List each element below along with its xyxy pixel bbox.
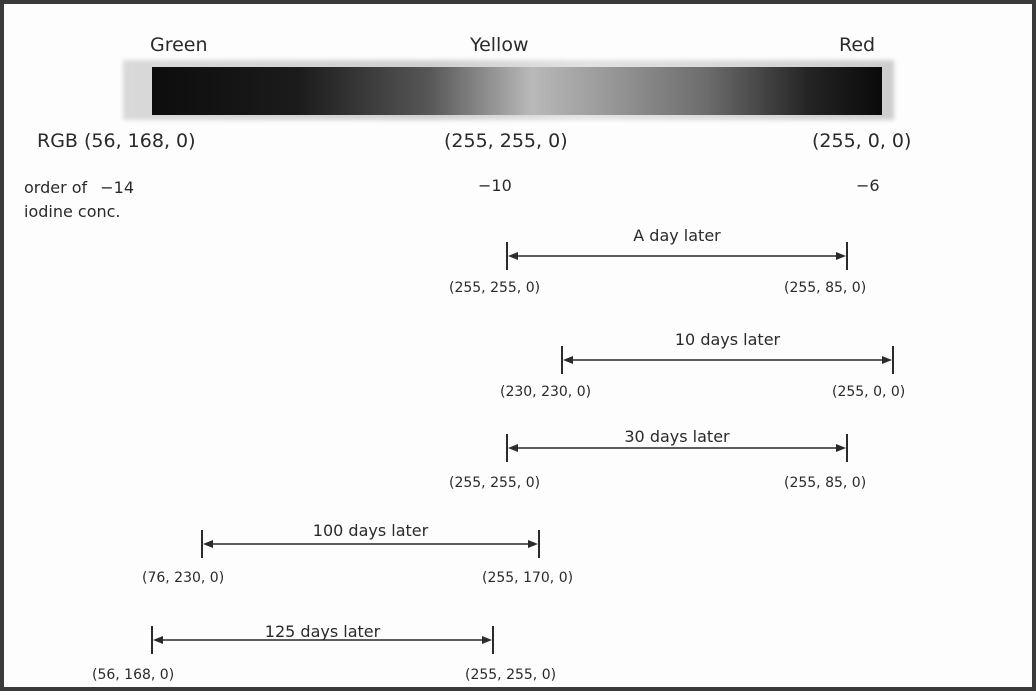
right-arrowhead-icon xyxy=(482,636,492,644)
right-arrowhead-icon xyxy=(836,252,846,260)
right-arrowhead-icon xyxy=(882,356,892,364)
color-gradient-bar xyxy=(123,60,894,120)
range-label: 10 days later xyxy=(674,330,781,349)
order-value-min: −14 xyxy=(100,178,135,197)
range-start-rgb: (76, 230, 0) xyxy=(142,570,225,586)
rgb-red-value: (255, 0, 0) xyxy=(812,130,912,152)
order-value-mid: −10 xyxy=(478,176,512,195)
range-start-rgb: (230, 230, 0) xyxy=(500,384,592,400)
range-label: 30 days later xyxy=(624,427,730,446)
order-label-line1: order of −14 xyxy=(24,178,135,197)
time-range-arrows xyxy=(151,242,894,654)
gradient-bar-fill xyxy=(152,67,882,115)
order-value-max: −6 xyxy=(856,176,880,195)
rgb-green-value: (56, 168, 0) xyxy=(84,130,196,152)
order-axis-label: order of −14 iodine conc. xyxy=(24,176,134,224)
red-label: Red xyxy=(839,34,876,56)
range-start-rgb: (255, 255, 0) xyxy=(449,280,541,296)
range-label: 100 days later xyxy=(312,521,429,540)
left-arrowhead-icon xyxy=(563,356,573,364)
range-label: 125 days later xyxy=(264,622,381,641)
right-arrowhead-icon xyxy=(836,444,846,452)
green-label: Green xyxy=(150,34,208,56)
range-end-rgb: (255, 0, 0) xyxy=(832,384,906,400)
yellow-label: Yellow xyxy=(470,34,529,56)
rgb-green-label: RGB (56, 168, 0) xyxy=(37,130,196,152)
left-arrowhead-icon xyxy=(508,444,518,452)
range-end-rgb: (255, 85, 0) xyxy=(784,280,867,296)
left-arrowhead-icon xyxy=(203,540,213,548)
range-end-rgb: (255, 85, 0) xyxy=(784,475,867,491)
range-end-rgb: (255, 170, 0) xyxy=(482,570,574,586)
range-start-rgb: (56, 168, 0) xyxy=(92,667,175,683)
right-arrowhead-icon xyxy=(528,540,538,548)
left-arrowhead-icon xyxy=(508,252,518,260)
rgb-yellow-value: (255, 255, 0) xyxy=(444,130,568,152)
range-label: A day later xyxy=(633,226,721,245)
range-start-rgb: (255, 255, 0) xyxy=(449,475,541,491)
left-arrowhead-icon xyxy=(153,636,163,644)
order-label-line2: iodine conc. xyxy=(24,202,121,221)
range-end-rgb: (255, 255, 0) xyxy=(465,667,557,683)
rgb-prefix: RGB xyxy=(37,130,78,152)
